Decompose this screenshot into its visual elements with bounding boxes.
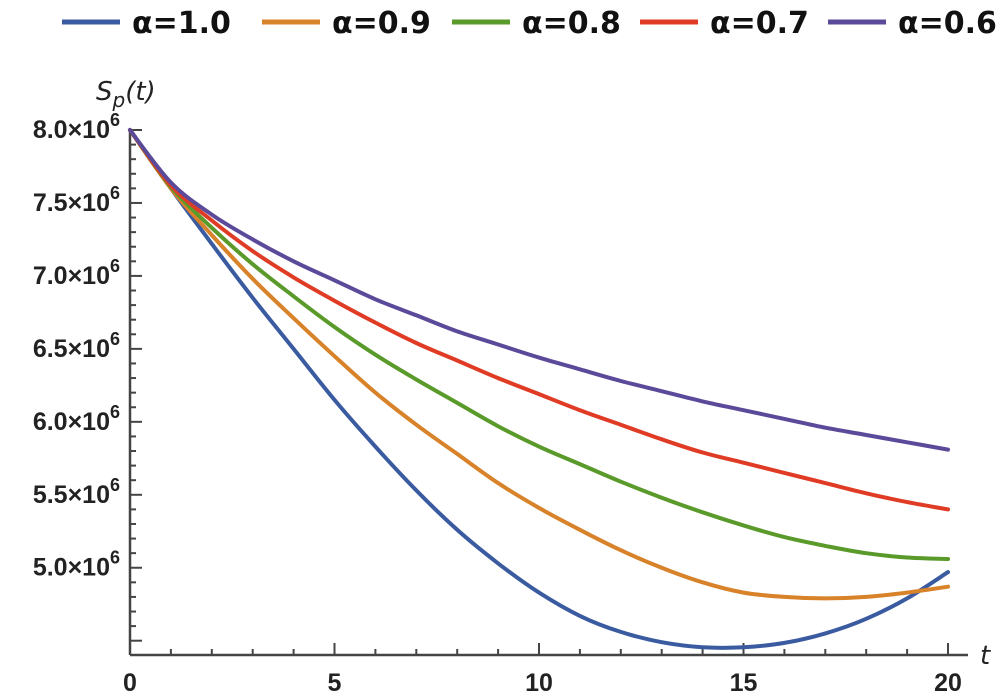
axes bbox=[128, 130, 968, 657]
series-line-1 bbox=[128, 128, 950, 650]
legend-label: α=1.0 bbox=[132, 6, 231, 41]
y-tick-label: 6.5×106 bbox=[33, 329, 120, 363]
y-tick-label: 7.0×106 bbox=[33, 256, 120, 290]
series-line-2 bbox=[128, 128, 950, 601]
x-tick-label: 5 bbox=[328, 669, 342, 694]
legend-label: α=0.9 bbox=[332, 6, 431, 41]
y-tick-label: 5.5×106 bbox=[33, 475, 120, 509]
y-tick-label: 8.0×106 bbox=[33, 110, 120, 144]
series-line-5 bbox=[128, 128, 950, 452]
x-tick-label: 0 bbox=[123, 669, 137, 694]
y-axis-label: Sp(t) bbox=[96, 77, 156, 112]
legend-label: α=0.8 bbox=[522, 6, 621, 41]
legend-label: α=0.7 bbox=[710, 6, 809, 41]
ticks: 0 5 10 15 20 5.0×106 5.5×106 6.0×106 6.5×106 7.0×… bbox=[33, 110, 962, 694]
legend: α=1.0 α=0.9 α=0.8 α=0.7 α=0.6 bbox=[62, 6, 997, 41]
series-line-4 bbox=[128, 128, 950, 512]
y-tick-label: 5.0×106 bbox=[33, 548, 120, 582]
y-tick-label: 7.5×106 bbox=[33, 183, 120, 217]
y-tick-label: 6.0×106 bbox=[33, 402, 120, 436]
series-line-3 bbox=[128, 128, 950, 561]
x-axis-label: t bbox=[980, 641, 991, 671]
legend-label: α=0.6 bbox=[898, 6, 997, 41]
x-tick-label: 15 bbox=[730, 669, 758, 694]
series-group bbox=[128, 128, 950, 650]
x-tick-label: 20 bbox=[934, 669, 962, 694]
x-tick-label: 10 bbox=[525, 669, 553, 694]
